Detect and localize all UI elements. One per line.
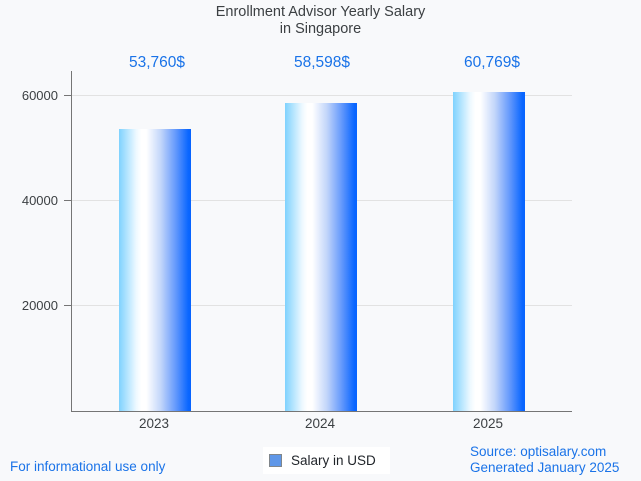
- bar-2023[interactable]: [119, 128, 191, 411]
- chart-title-line2: in Singapore: [279, 20, 362, 37]
- chart-title: Enrollment Advisor Yearly Salary in Sing…: [0, 4, 641, 37]
- bar-value-label-2025: 60,769$: [463, 54, 521, 71]
- disclaimer-text: For informational use only: [10, 459, 166, 474]
- y-axis-tick-60000: [64, 95, 72, 96]
- x-axis-label-2024: 2024: [304, 416, 336, 431]
- legend-label: Salary in USD: [291, 453, 376, 468]
- chart-title-line1: Enrollment Advisor Yearly Salary: [215, 4, 426, 20]
- bar-value-label-2023: 53,760$: [128, 54, 186, 71]
- source-block: Source: optisalary.com Generated January…: [470, 444, 619, 475]
- x-axis-label-2023: 2023: [138, 416, 170, 431]
- gridline-60000: [72, 95, 572, 96]
- x-axis-label-2025: 2025: [472, 416, 504, 431]
- y-axis-tick-label-20000: 20000: [21, 298, 58, 313]
- bar-2024[interactable]: [285, 103, 357, 411]
- bar-value-label-2024: 58,598$: [293, 54, 351, 71]
- y-axis-tick-label-60000: 60000: [21, 88, 58, 103]
- plot-area: [64, 71, 572, 412]
- y-axis-tick-40000: [64, 200, 72, 201]
- source-link[interactable]: Source: optisalary.com: [470, 444, 607, 459]
- legend[interactable]: Salary in USD: [263, 447, 390, 474]
- y-axis-tick-label-40000: 40000: [21, 193, 58, 208]
- generated-date: Generated January 2025: [470, 459, 620, 475]
- bar-2025[interactable]: [453, 92, 525, 411]
- legend-swatch-icon: [269, 454, 282, 467]
- y-axis-tick-20000: [64, 305, 72, 306]
